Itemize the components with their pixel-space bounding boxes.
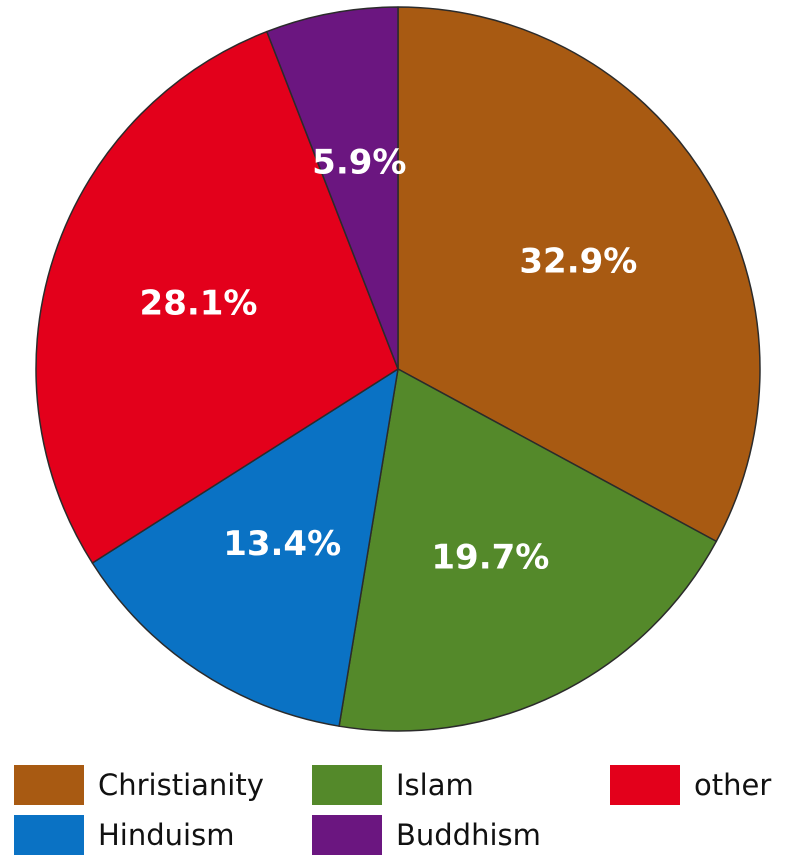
- pie-label-islam: 19.7%: [431, 538, 549, 578]
- legend-swatch-islam: [312, 765, 382, 805]
- pie-slice-islam: [338, 368, 718, 732]
- legend-item-islam: Islam: [312, 764, 474, 806]
- legend-swatch-buddhism: [312, 815, 382, 855]
- legend-item-hinduism: Hinduism: [14, 814, 234, 856]
- legend-label-hinduism: Hinduism: [98, 818, 235, 852]
- pie-label-christianity: 32.9%: [519, 242, 637, 282]
- pie-value-labels: 32.9% 19.7% 13.4% 28.1% 5.9%: [140, 143, 638, 578]
- legend-label-christianity: Christianity: [98, 768, 264, 802]
- pie-slice-christianity: [397, 6, 761, 543]
- pie-label-other: 28.1%: [140, 283, 258, 323]
- pie-slices: [35, 6, 761, 732]
- legend-label-buddhism: Buddhism: [396, 818, 541, 852]
- legend-item-buddhism: Buddhism: [312, 814, 541, 856]
- pie-slice-hinduism: [91, 368, 399, 727]
- legend-item-christianity: Christianity: [14, 764, 264, 806]
- pie-slice-buddhism: [266, 6, 399, 370]
- pie-slice-other: [35, 30, 399, 564]
- pie-label-buddhism: 5.9%: [312, 143, 406, 183]
- legend-item-other: other: [610, 764, 771, 806]
- legend-label-islam: Islam: [396, 768, 474, 802]
- legend-swatch-hinduism: [14, 815, 84, 855]
- legend-swatch-christianity: [14, 765, 84, 805]
- pie-label-hinduism: 13.4%: [223, 524, 341, 564]
- pie-chart: 32.9% 19.7% 13.4% 28.1% 5.9%: [35, 6, 761, 732]
- legend-label-other: other: [694, 768, 772, 802]
- legend-swatch-other: [610, 765, 680, 805]
